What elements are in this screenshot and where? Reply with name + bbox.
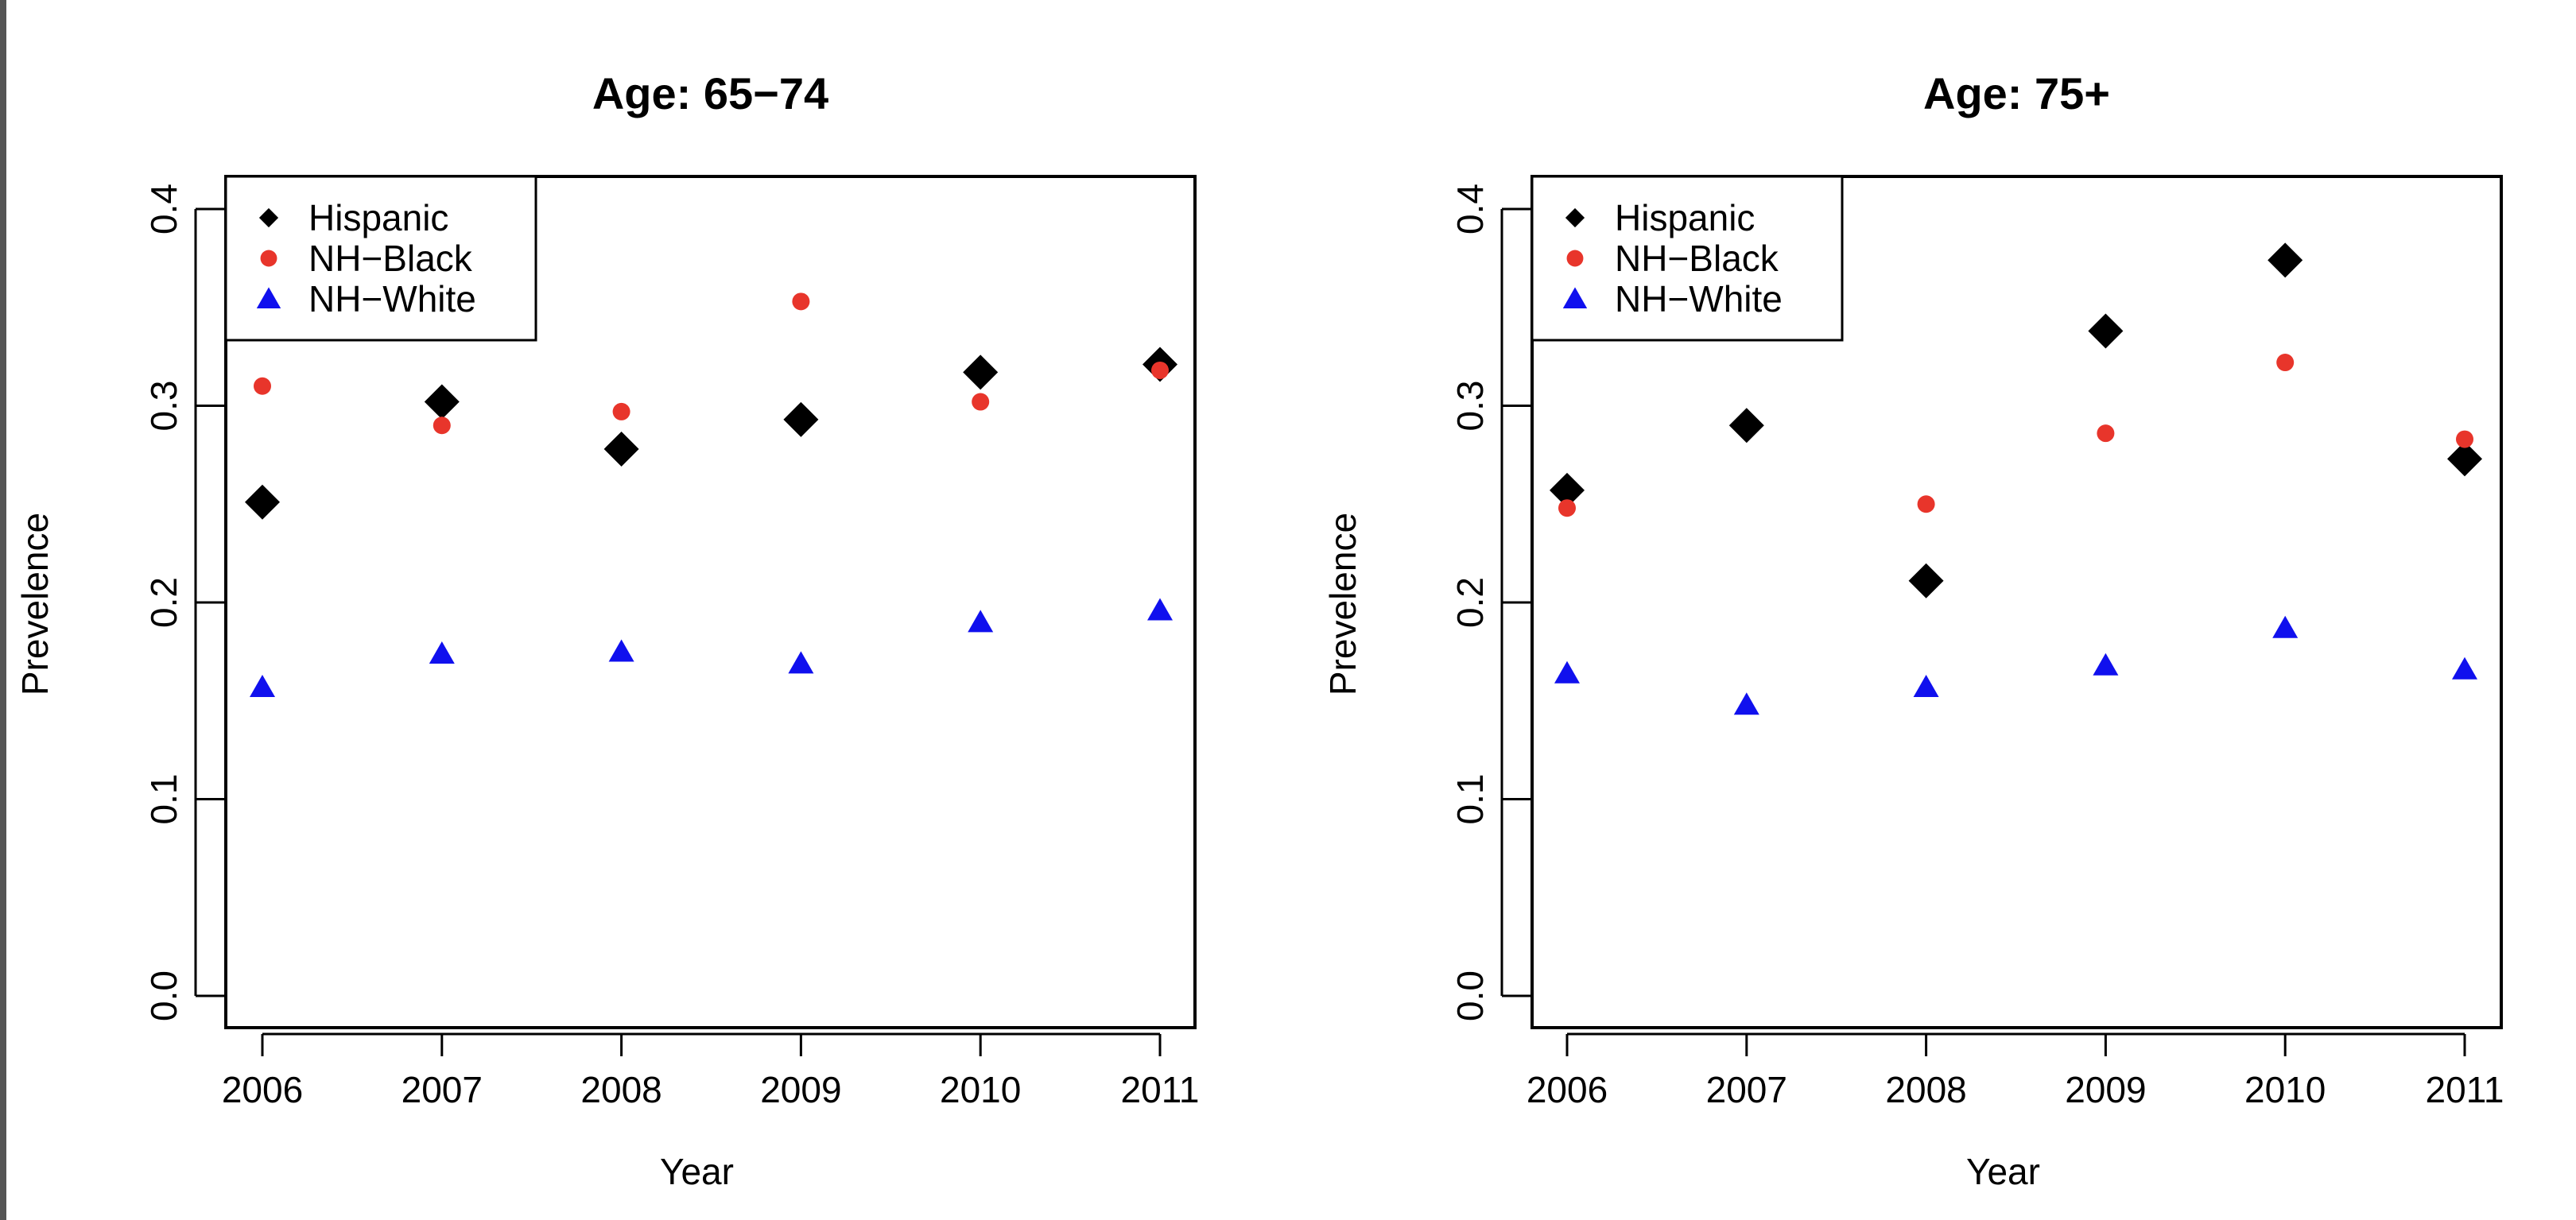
data-point-diamond: [2447, 441, 2482, 477]
legend-label: NH−White: [1615, 278, 1783, 320]
chart-panel-2: Age: 75+ 0.0 0.1 0.2 0.3 0.4 Prevelence 2006 200…: [1322, 68, 2504, 1192]
data-point-triangle: [2272, 615, 2299, 638]
chart-title: Age: 65−74: [592, 68, 828, 118]
x-tick-label: 2006: [222, 1069, 303, 1110]
data-point-circle: [433, 416, 451, 435]
data-point-circle: [2097, 424, 2115, 443]
data-point-circle: [2456, 430, 2473, 448]
chart-panel-1: Age: 65−74 0.0 0.1 0.2 0.3 0.4 Prevelence 2006 2…: [14, 68, 1199, 1192]
data-point-circle: [972, 393, 990, 411]
x-tick-label: 2006: [1527, 1069, 1608, 1110]
y-tick-label: 0.2: [1449, 577, 1491, 628]
y-tick-label: 0.4: [1449, 184, 1491, 234]
y-tick-label: 0.1: [1449, 774, 1491, 825]
data-point-triangle: [2093, 653, 2119, 676]
data-point-circle: [2276, 354, 2295, 372]
y-tick-label: 0.2: [143, 577, 184, 628]
data-point-triangle: [250, 675, 275, 698]
plot-frame: [1530, 175, 2503, 1029]
legend-marker-diamond: [258, 207, 279, 228]
series-triangle: [1554, 615, 2477, 715]
y-axis-label: Prevelence: [1322, 513, 1364, 695]
data-point-circle: [792, 292, 810, 311]
legend-label: NH−Black: [308, 238, 473, 279]
y-tick-label: 0.0: [143, 970, 184, 1021]
x-tick-label: 2010: [940, 1069, 1021, 1110]
legend-marker-triangle: [256, 287, 281, 308]
data-point-triangle: [1554, 660, 1580, 684]
data-point-diamond: [2268, 242, 2303, 278]
data-point-diamond: [1728, 408, 1764, 443]
legend-marker-diamond: [1565, 207, 1585, 228]
data-point-circle: [612, 402, 630, 420]
x-tick-label: 2008: [580, 1069, 661, 1110]
x-tick-label: 2011: [2426, 1069, 2504, 1110]
x-tick-label: 2009: [760, 1069, 841, 1110]
y-axis-label: Prevelence: [14, 513, 56, 695]
legend-label: NH−White: [308, 278, 476, 320]
x-tick-label: 2007: [1706, 1069, 1787, 1110]
x-tick-label: 2009: [2065, 1069, 2146, 1110]
series-triangle: [250, 598, 1173, 698]
data-point-diamond: [783, 401, 819, 437]
data-point-triangle: [788, 651, 814, 674]
plot-frame: [224, 175, 1197, 1029]
data-point-diamond: [963, 354, 999, 390]
y-tick-label: 0.3: [143, 381, 184, 432]
x-axis-label: Year: [660, 1151, 734, 1192]
data-point-diamond: [603, 431, 639, 467]
data-point-diamond: [1550, 472, 1585, 508]
y-tick-label: 0.1: [143, 774, 184, 825]
data-point-circle: [254, 377, 271, 395]
legend-marker-circle: [260, 250, 277, 267]
legend-label: Hispanic: [308, 197, 448, 238]
data-point-triangle: [1733, 692, 1759, 715]
data-point-circle: [1917, 495, 1935, 513]
data-point-circle: [1151, 361, 1169, 379]
legend-marker-circle: [1566, 250, 1584, 267]
data-point-triangle: [1913, 675, 1939, 698]
data-point-diamond: [1908, 563, 1944, 598]
y-tick-label: 0.0: [1449, 970, 1491, 1021]
data-point-triangle: [968, 610, 994, 633]
x-axis-label: Year: [1966, 1151, 2040, 1192]
legend-label: Hispanic: [1615, 197, 1755, 238]
data-point-triangle: [2452, 656, 2477, 680]
window-edge: [0, 0, 6, 1220]
x-tick-label: 2011: [1121, 1069, 1200, 1110]
series-diamond: [1550, 242, 2482, 598]
legend-box: [1530, 175, 1844, 342]
series-diamond: [245, 347, 1177, 520]
y-tick-label: 0.3: [1449, 381, 1491, 432]
x-tick-label: 2008: [1885, 1069, 1966, 1110]
data-point-triangle: [1147, 598, 1173, 621]
y-tick-label: 0.4: [143, 184, 184, 234]
legend-label: NH−Black: [1615, 238, 1779, 279]
data-point-diamond: [245, 484, 280, 520]
x-tick-label: 2007: [402, 1069, 483, 1110]
series-circle: [254, 292, 1169, 435]
data-point-diamond: [2088, 313, 2124, 349]
chart-title: Age: 75+: [1923, 68, 2110, 118]
x-tick-label: 2010: [2244, 1069, 2326, 1110]
legend-marker-triangle: [1562, 287, 1588, 308]
data-point-triangle: [429, 641, 455, 664]
data-point-circle: [1558, 499, 1576, 517]
legend-box: [224, 175, 537, 342]
data-point-diamond: [424, 384, 460, 420]
data-point-triangle: [608, 639, 634, 662]
